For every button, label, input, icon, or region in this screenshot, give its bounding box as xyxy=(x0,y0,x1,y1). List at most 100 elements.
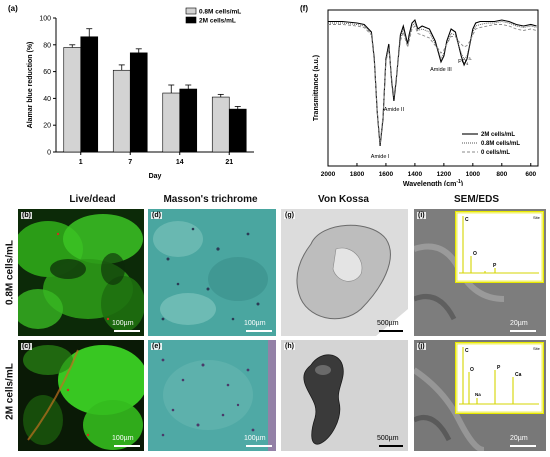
scale-bar xyxy=(379,330,403,332)
bar xyxy=(63,47,82,153)
scale-bar xyxy=(510,330,536,332)
eds-header: Site xyxy=(533,346,541,351)
plot-frame xyxy=(327,9,539,167)
von-kossa-image xyxy=(281,209,408,336)
annotation-amide-i: Amide I xyxy=(371,154,390,160)
scale-bar xyxy=(114,445,140,447)
tile-label: (b) xyxy=(21,212,32,219)
eds-peak-label: O xyxy=(470,367,474,373)
legend-label: 0.8M cells/mL xyxy=(481,141,520,147)
scale-bar xyxy=(246,445,272,447)
x-axis-label: Wavelength (cm-1) xyxy=(403,179,463,186)
tile-label: (g) xyxy=(284,212,295,219)
scale-label: 20µm xyxy=(510,435,528,442)
panel-label: (a) xyxy=(8,4,18,13)
masson-image xyxy=(148,340,276,451)
ftir-chart-svg: (f) Transmittance (a.u.) 2000 1800 1600 1400 1… xyxy=(300,4,539,188)
y-tick-label: 0 xyxy=(47,150,51,157)
legend-swatch xyxy=(185,7,197,15)
micrograph-sem-eds-2m: (j) C O Na P Ca Site 20µm xyxy=(414,340,546,451)
x-tick-label: 1 xyxy=(79,159,83,166)
tile-label: (d) xyxy=(151,212,162,219)
micrograph-live-dead-2m: (c) 100µm xyxy=(18,340,144,451)
eds-peak-label: P xyxy=(493,263,497,269)
column-header-sem-eds: SEM/EDS xyxy=(453,194,499,205)
eds-inset-bottom: C O Na P Ca Site xyxy=(455,342,544,414)
bar xyxy=(80,36,99,153)
bar xyxy=(129,52,148,153)
tile-label: (e) xyxy=(151,343,162,350)
x-tick-label: 1200 xyxy=(437,171,452,178)
y-tick-label: 80 xyxy=(43,42,51,49)
series-line xyxy=(328,24,537,144)
row-header-2m: 2M cells/mL xyxy=(4,363,16,420)
legend-label: 0.8M cells/mL xyxy=(199,9,241,16)
scale-bar xyxy=(379,445,403,447)
legend-label: 2M cells/mL xyxy=(481,132,515,138)
x-tick-label: 1000 xyxy=(466,171,481,178)
scale-label: 20µm xyxy=(510,320,528,327)
live-dead-image xyxy=(18,209,144,336)
tile-label: (c) xyxy=(21,343,32,350)
series-line xyxy=(328,21,537,145)
x-tick-label: 7 xyxy=(128,159,132,166)
scale-label: 100µm xyxy=(244,320,266,327)
y-tick-label: 40 xyxy=(43,96,51,103)
tile-label: (i) xyxy=(417,212,426,219)
scale-label: 500µm xyxy=(377,435,399,442)
bar xyxy=(162,92,181,153)
scale-bar xyxy=(114,330,140,332)
y-axis-label: Transmittance (a.u.) xyxy=(313,55,320,121)
scale-bar xyxy=(246,330,272,332)
eds-header: Site xyxy=(533,215,541,220)
eds-inset-top: C O P Site xyxy=(455,211,544,283)
x-tick-label: 1400 xyxy=(408,171,423,178)
column-header-masson: Masson's trichrome xyxy=(163,194,258,205)
scale-bar xyxy=(510,445,536,447)
scale-label: 100µm xyxy=(112,320,134,327)
y-tick-label: 60 xyxy=(43,69,51,76)
micrograph-sem-eds-0-8m: (i) C O P Site 20µm xyxy=(414,209,546,336)
eds-peak-label: C xyxy=(465,348,469,354)
column-header-live-dead: Live/dead xyxy=(69,194,116,205)
eds-peak-label: P xyxy=(497,365,501,371)
bar-chart-panel-a: (a) 0 20 40 60 80 100 Alamar blue reduction (%)… xyxy=(4,0,264,186)
scale-label: 100µm xyxy=(244,435,266,442)
row-header-0-8m: 0.8M cells/mL xyxy=(4,239,16,306)
panel-label: (f) xyxy=(300,4,308,13)
legend-label: 0 cells/mL xyxy=(481,150,510,156)
micrograph-live-dead-0-8m: (b) 100µm xyxy=(18,209,144,336)
live-dead-image xyxy=(18,340,144,451)
y-tick-label: 20 xyxy=(43,123,51,130)
bar-chart-svg: (a) 0 20 40 60 80 100 Alamar blue reduction (%)… xyxy=(8,4,254,180)
x-tick-label: 2000 xyxy=(321,171,336,178)
bar xyxy=(179,88,198,153)
bar xyxy=(112,69,131,153)
annotation-po4: PO43- xyxy=(458,56,472,66)
x-tick-label: 21 xyxy=(225,159,233,166)
eds-peak-label: O xyxy=(473,251,477,257)
bar xyxy=(228,108,247,153)
x-tick-label: 1600 xyxy=(379,171,394,178)
micrograph-von-kossa-0-8m: (g) 500µm xyxy=(281,209,408,336)
column-header-von-kossa: Von Kossa xyxy=(318,194,369,205)
von-kossa-image xyxy=(281,340,408,451)
y-tick-label: 100 xyxy=(39,16,51,23)
y-axis-label: Alamar blue reduction (%) xyxy=(27,42,34,129)
x-tick-label: 1800 xyxy=(350,171,365,178)
tile-label: (j) xyxy=(417,343,426,350)
eds-peak-label: Ca xyxy=(515,372,522,378)
scale-label: 100µm xyxy=(112,435,134,442)
micrograph-von-kossa-2m: (h) 500µm xyxy=(281,340,408,451)
micrograph-masson-2m: (e) 100µm xyxy=(148,340,276,451)
bar xyxy=(211,96,230,153)
eds-peak-label: Na xyxy=(475,392,481,397)
legend-swatch xyxy=(185,16,197,24)
scale-label: 500µm xyxy=(377,320,399,327)
ftir-chart-panel-f: (f) Transmittance (a.u.) 2000 1800 1600 1400 1… xyxy=(300,0,546,188)
x-tick-label: 600 xyxy=(525,171,536,178)
legend-label: 2M cells/mL xyxy=(199,18,236,25)
x-tick-label: 800 xyxy=(496,171,507,178)
annotation-amide-ii: Amide II xyxy=(384,107,405,113)
x-tick-label: 14 xyxy=(176,159,184,166)
